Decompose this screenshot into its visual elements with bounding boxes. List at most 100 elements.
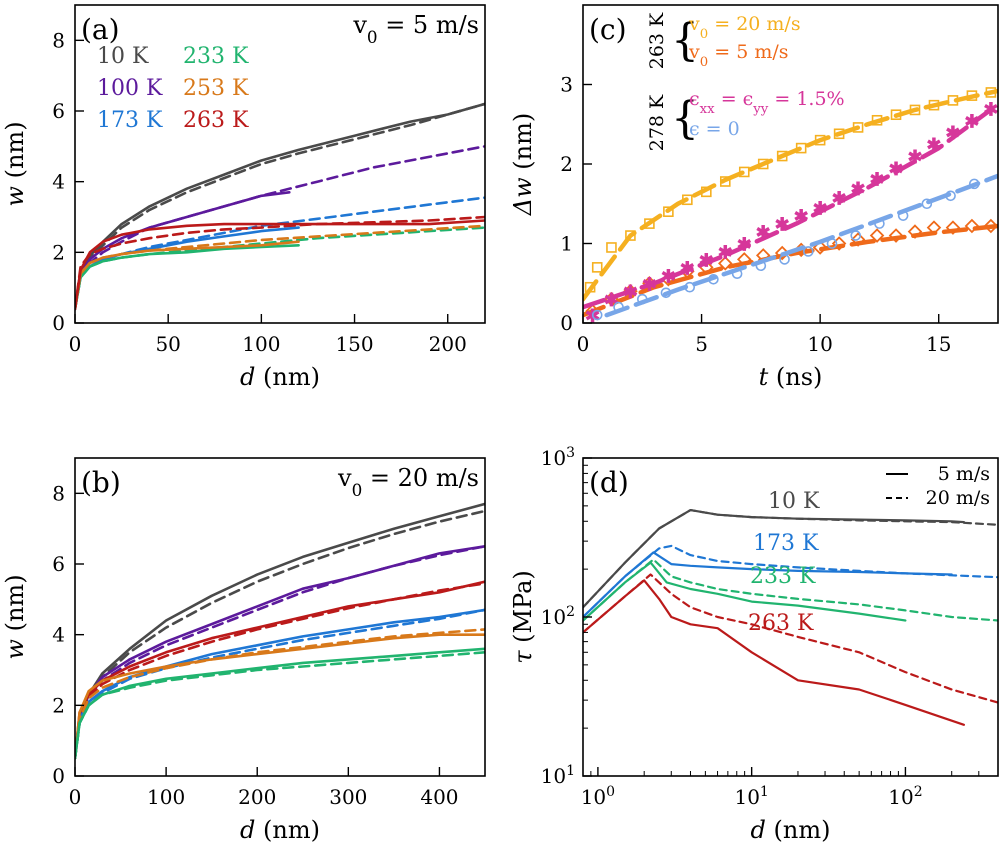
marker-circle <box>826 238 838 249</box>
series-263k-dashed <box>75 215 485 311</box>
marker-square <box>776 150 788 162</box>
series-263k-dashed <box>75 582 485 760</box>
legend-entry-10k: 10 K <box>97 44 149 69</box>
marker-square <box>852 122 864 133</box>
series-label-263k: 263 K <box>748 611 814 636</box>
x-tick-label: 300 <box>329 785 367 809</box>
marker-diamond <box>869 228 885 243</box>
marker-square <box>966 90 978 101</box>
marker-circle <box>660 287 672 299</box>
x-tick-label: 5 <box>695 332 708 356</box>
x-tick-label: 0 <box>577 332 590 356</box>
marker-square <box>625 230 636 241</box>
panel-label: (b) <box>81 466 121 499</box>
marker-asterisk: ✱ <box>737 235 752 256</box>
marker-asterisk: ✱ <box>775 215 790 236</box>
marker-square <box>928 99 940 111</box>
marker-diamond <box>926 220 942 235</box>
marker-circle <box>613 301 624 313</box>
series-233k-solid <box>75 244 300 311</box>
marker-square <box>682 194 693 206</box>
legend-entry-20ms: 20 m/s <box>926 487 990 509</box>
marker-square <box>947 95 959 106</box>
x-axis-label: d (nm) <box>240 363 320 391</box>
legend-group-278: 278 K <box>646 94 668 151</box>
marker-diamond <box>964 218 980 234</box>
panel-a: 0 50 100 150 200 0 2 4 6 8 d (nm) w (nm) (a) v0 = 5 m… <box>1 4 486 391</box>
fit-line-2 <box>583 102 998 310</box>
marker-diamond <box>983 218 998 234</box>
marker-square <box>591 262 603 273</box>
y-tick-label: 103 <box>541 445 575 470</box>
marker-circle <box>591 309 603 321</box>
series-label-233k: 233 K <box>750 564 816 589</box>
y-tick-label: 8 <box>52 481 65 505</box>
x-axis-label: d (nm) <box>751 816 831 844</box>
marker-circle <box>802 246 814 257</box>
marker-square <box>795 142 807 154</box>
marker-square <box>833 128 845 140</box>
marker-asterisk: ✱ <box>661 266 676 287</box>
y-tick-label: 8 <box>52 28 65 52</box>
series-100k-dashed <box>75 544 485 760</box>
marker-asterisk: ✱ <box>870 169 885 190</box>
plot-area <box>583 509 998 726</box>
panel-c: ✱✱ ✱ ✱ ✱ ✱ ✱ ✱ ✱✱ ✱ ✱ ✱ ✱ ✱ ✱ ✱✱✱✱✱✱ 0 5 10 15 0 1 2 3 t (ns) Δw… <box>509 4 999 391</box>
y-tick-label: 6 <box>52 99 65 123</box>
marker-square <box>644 218 655 229</box>
marker-asterisk: ✱ <box>945 123 960 144</box>
marker-diamond <box>888 228 904 243</box>
marker-square <box>719 176 731 187</box>
legend-entry-253k: 253 K <box>183 76 249 101</box>
series-10k-solid <box>75 102 485 311</box>
marker-square <box>871 114 883 126</box>
series-10k-solid <box>75 502 485 760</box>
legend-entry-233k: 233 K <box>183 44 249 69</box>
series-10k-dashed <box>75 509 485 760</box>
x-tick-label: 15 <box>926 332 951 356</box>
x-tick-label: 100 <box>581 784 615 809</box>
marker-circle <box>708 273 719 285</box>
y-tick-label: 102 <box>541 604 575 629</box>
y-tick-label: 101 <box>541 763 575 788</box>
x-tick-label: 100 <box>147 785 185 809</box>
marker-diamond <box>907 224 923 239</box>
x-tick-label: 101 <box>734 784 768 809</box>
x-axis-label: d (nm) <box>240 816 320 844</box>
speed-annotation: v0 = 20 m/s <box>337 464 479 500</box>
series-label-173k: 173 K <box>753 531 819 556</box>
marker-square <box>814 134 826 146</box>
marker-asterisk: ✱ <box>907 147 922 168</box>
marker-circle <box>684 281 696 293</box>
marker-circle <box>755 260 767 272</box>
marker-square <box>909 104 921 116</box>
panel-label: (d) <box>589 466 629 499</box>
marker-circle <box>921 198 933 210</box>
marker-circle <box>850 230 862 241</box>
x-tick-label: 400 <box>420 785 458 809</box>
y-tick-label: 0 <box>560 311 573 335</box>
marker-asterisk: ✱ <box>794 207 809 228</box>
series-label-10k: 10 K <box>768 489 820 514</box>
y-tick-label: 2 <box>52 693 65 717</box>
x-tick-label: 200 <box>429 332 467 356</box>
marker-asterisk: ✱ <box>813 199 828 220</box>
marker-asterisk: ✱ <box>680 258 695 279</box>
legend-entry-strained: ϵxx = ϵyy = 1.5% <box>689 88 845 117</box>
marker-square <box>663 206 674 217</box>
y-tick-label: 2 <box>52 240 65 264</box>
y-axis-label: w (nm) <box>1 574 29 659</box>
x-tick-label: 200 <box>238 785 276 809</box>
x-tick-label: 0 <box>69 785 82 809</box>
marker-asterisk: ✱ <box>926 135 941 156</box>
fit-line-1 <box>583 223 998 318</box>
marker-asterisk: ✱ <box>699 250 714 271</box>
series-173k-dashed <box>583 544 998 619</box>
series-233k-dashed <box>75 650 485 760</box>
marker-diamond <box>718 256 733 271</box>
marker-asterisk: ✱ <box>964 111 979 132</box>
series-263k-solid <box>583 579 966 726</box>
plot-area <box>75 502 485 760</box>
